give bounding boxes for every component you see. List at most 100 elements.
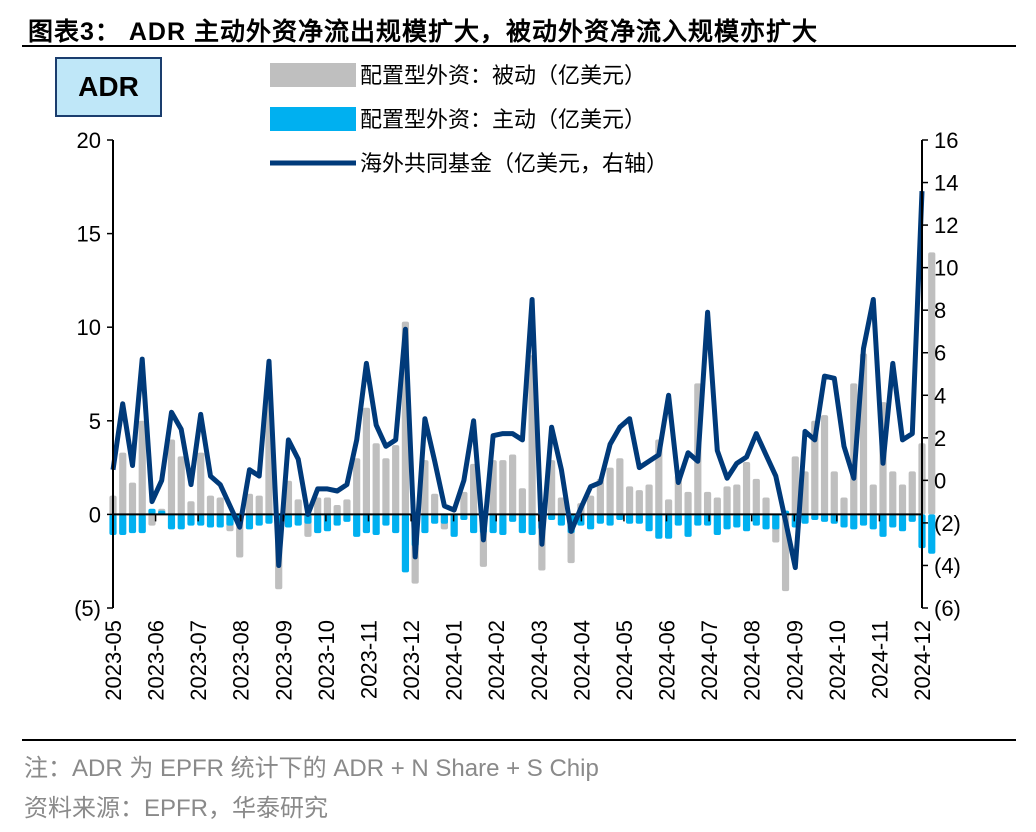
x-tick-label: 2024-07 [697,620,722,701]
passive-bar [908,471,916,515]
x-tick-label: 2023-06 [144,620,169,701]
right-tick-label: 2 [934,426,946,451]
x-tick-label: 2023-05 [101,620,126,701]
passive-bar [791,456,799,515]
active-bar [294,514,302,526]
passive-bar [323,497,332,515]
right-tick-label: (2) [934,511,961,536]
active-bar [392,514,400,534]
x-tick-label: 2023-08 [229,620,254,701]
right-tick-label: 10 [934,256,958,281]
x-tick-label: 2023-11 [356,620,381,699]
passive-bar [255,495,263,515]
passive-bar [830,471,838,515]
passive-bar [733,484,741,515]
active-bar [859,514,868,526]
active-bar [908,514,916,522]
active-bar [557,514,565,526]
passive-bar [128,482,137,515]
right-tick-label: 16 [934,128,958,153]
active-bar [518,514,526,534]
left-tick-label: 20 [77,128,101,153]
active-bar [694,514,702,526]
active-bar [460,514,468,521]
right-tick-label: 4 [934,383,946,408]
legend-swatch [270,63,356,87]
x-tick-label: 2024-05 [612,620,637,701]
passive-bar [616,458,624,515]
title-divider [22,45,1016,47]
x-tick-label: 2024-06 [655,620,680,701]
passive-bar [703,491,712,515]
active-bar [889,514,897,528]
legend-label: 配置型外资：被动（亿美元） [360,64,646,89]
passive-bar [460,491,468,515]
passive-bar [840,497,848,515]
passive-bar [635,490,643,515]
active-bar [343,514,351,522]
active-bar [703,514,712,526]
active-bar [353,514,361,537]
active-bar [401,514,410,573]
active-bar [265,514,273,524]
active-bar [528,514,536,535]
passive-bar [664,499,673,515]
adr-badge: ADR [55,57,162,117]
active-bar [382,514,390,526]
active-bar [255,514,263,526]
active-bar [772,514,780,530]
passive-bar [752,478,760,515]
passive-bar [343,499,351,515]
active-bar [245,514,254,530]
active-bar [284,514,293,528]
right-tick-label: 8 [934,298,946,323]
passive-bar [606,467,614,515]
passive-bar [245,493,254,515]
left-tick-label: (5) [74,596,101,621]
passive-bar [898,484,907,515]
passive-bar [216,497,224,515]
passive-bar [138,420,146,515]
x-tick-label: 2023-09 [271,620,296,701]
active-bar [645,514,653,532]
figure-title: 图表3： ADR 主动外资净流出规模扩大，被动外资净流入规模亦扩大 [28,18,818,46]
passive-bar [928,252,936,515]
active-bar [723,514,731,530]
passive-bar [362,407,371,515]
active-bar [440,514,448,524]
active-bar [733,514,741,528]
passive-bar [587,495,595,515]
passive-bar [148,514,156,526]
active-bar [742,514,751,532]
passive-bar [557,497,565,515]
passive-bar [869,484,877,515]
active-bar [489,514,497,534]
active-bar [820,514,829,522]
x-tick-label: 2024-10 [825,620,850,701]
passive-bar [382,458,390,515]
passive-bar [187,501,195,515]
active-bar [206,514,215,528]
source-text: 资料来源：EPFR，华泰研究 [24,795,329,822]
active-bar [421,514,429,534]
passive-bar [167,439,176,515]
passive-bar [625,486,634,515]
active-bar [840,514,848,528]
left-tick-label: 15 [77,222,101,247]
passive-bar [674,475,682,515]
active-bar [801,514,809,524]
legend-swatch [270,107,356,131]
left-tick-label: 5 [89,409,101,434]
active-bar [450,514,458,537]
passive-bar [518,488,526,515]
footer-divider [22,739,1016,741]
x-tick-label: 2024-01 [442,620,467,701]
x-tick-label: 2024-09 [782,620,807,701]
legend-label: 配置型外资：主动（亿美元） [360,108,646,133]
active-bar [811,514,819,521]
passive-bar [762,497,770,515]
active-bar [314,514,322,534]
active-bar [587,514,595,530]
active-bar [177,514,185,530]
active-bar [635,514,643,524]
